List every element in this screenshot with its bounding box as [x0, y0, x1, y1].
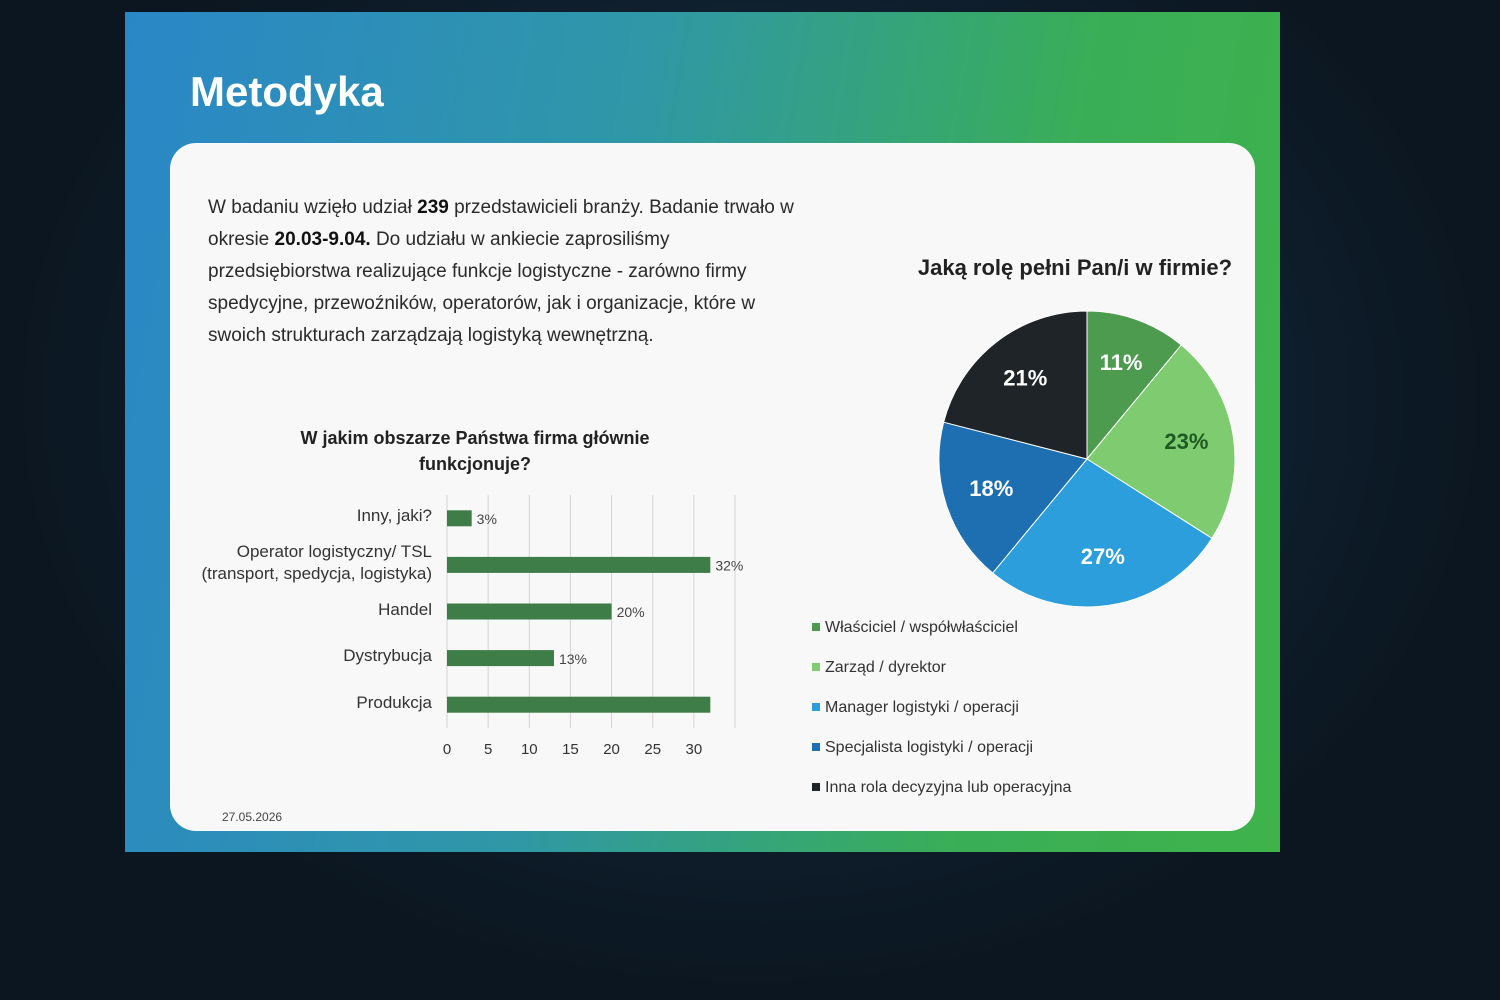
legend-swatch [812, 623, 820, 631]
legend-swatch [812, 743, 820, 751]
bar [447, 696, 711, 713]
text: przedstawicieli branży. Badanie trwało w… [208, 197, 794, 250]
value-label: 21% [1003, 365, 1047, 390]
y-tick-label: Dystrybucja [343, 646, 432, 666]
pie-slice [1086, 310, 1183, 461]
legend-swatch [812, 663, 820, 671]
bar [447, 650, 554, 667]
pie-slice [991, 458, 1213, 608]
value-label: 20% [617, 604, 645, 620]
value-label: 32% [715, 558, 743, 574]
x-tick-label: 25 [644, 741, 661, 758]
pie-slice [943, 310, 1088, 460]
bar [447, 510, 472, 527]
legend-label: Inna rola decyzyjna lub operacyjna [825, 779, 1071, 796]
pie-slice [938, 421, 1088, 574]
legend-swatch [812, 703, 820, 711]
value-label: 13% [559, 651, 587, 667]
legend-label: Specjalista logistyki / operacji [825, 739, 1033, 756]
text: 239 [417, 197, 449, 218]
y-tick-label: Handel [378, 599, 432, 619]
legend-label: Zarząd / dyrektor [825, 659, 947, 676]
x-tick-label: 0 [443, 741, 451, 758]
x-tick-label: 15 [562, 741, 579, 758]
y-tick-label: Inny, jaki? [356, 506, 432, 526]
text: W badaniu wzięło udział [208, 197, 418, 218]
y-tick-label: Operator logistyczny/ TSL (transport, sp… [201, 541, 432, 583]
bar [447, 603, 612, 620]
chart-title: Jaką rolę pełni Pan/i w firmie? [917, 255, 1233, 280]
legend-label: Właściciel / współwłaściciel [825, 619, 1018, 636]
date: 27.05.2026 [222, 810, 283, 824]
paragraph: W badaniu wzięło udział 239 przedstawici… [208, 192, 798, 352]
x-tick-label: 5 [484, 741, 492, 758]
value-label: 27% [1081, 544, 1125, 569]
text: Do udziału w ankiecie zaprosiliśmy przed… [208, 229, 756, 346]
value-label: 3% [477, 511, 497, 527]
bar [447, 556, 711, 573]
value-label: 23% [1164, 429, 1208, 454]
chart-title: W jakim obszarze Państwa firma głównie f… [300, 428, 650, 474]
legend-label: Manager logistyki / operacji [825, 699, 1019, 716]
x-tick-label: 10 [521, 741, 538, 758]
slide-title: Metodyka [190, 68, 384, 115]
legend-swatch [812, 783, 820, 791]
x-tick-label: 20 [603, 741, 620, 758]
value-label: 11% [1100, 350, 1143, 375]
y-tick-label: Produkcja [356, 692, 432, 712]
value-label: 18% [969, 476, 1013, 501]
pie-slice [1086, 344, 1236, 539]
x-tick-label: 30 [686, 741, 703, 758]
text: 20.03-9.04. [274, 229, 371, 250]
